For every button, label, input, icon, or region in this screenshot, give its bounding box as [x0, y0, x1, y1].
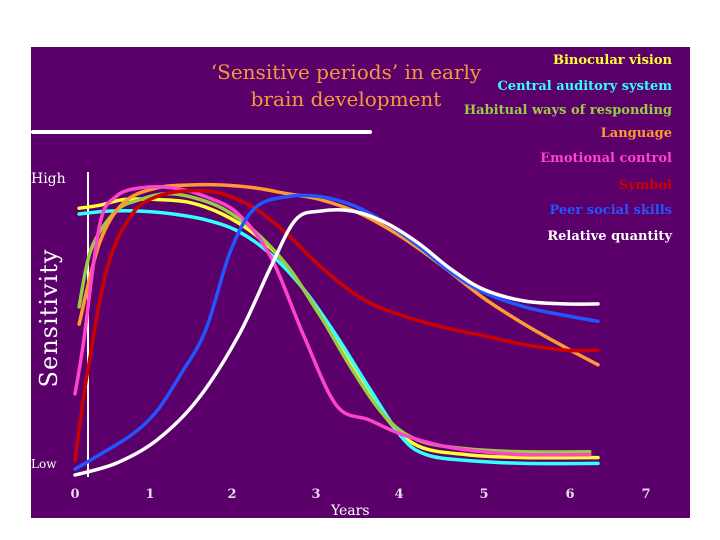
legend-symbol: Symbol	[618, 178, 672, 193]
legend-peer-social-skills: Peer social skills	[549, 203, 672, 218]
x-tick-7: 7	[641, 487, 651, 502]
y-low-label: Low	[31, 457, 57, 471]
title-underline	[31, 130, 372, 134]
y-high-label: High	[31, 171, 66, 187]
series-line-symbol	[73, 188, 600, 463]
series-line-central-auditory-system	[77, 208, 600, 466]
series-line-binocular-vision	[77, 197, 600, 460]
series-line-emotional-control	[73, 185, 592, 457]
legend-habitual-ways-of-responding: Habitual ways of responding	[463, 103, 672, 118]
legend-central-auditory-system: Central auditory system	[497, 79, 672, 94]
x-tick-2: 2	[227, 487, 237, 502]
series-layer	[73, 182, 600, 477]
chart-title-line-1: ‘Sensitive periods’ in early	[210, 60, 482, 84]
legend-language: Language	[600, 126, 672, 141]
x-axis-label: Years	[331, 503, 370, 519]
x-tick-5: 5	[479, 487, 489, 502]
legend-relative-quantity: Relative quantity	[547, 229, 672, 244]
series-line-relative-quantity	[73, 208, 600, 477]
series-line-peer-social-skills	[73, 193, 600, 471]
x-tick-3: 3	[311, 487, 321, 502]
legend-binocular-vision: Binocular vision	[552, 53, 672, 68]
x-tick-4: 4	[394, 487, 404, 502]
chart-title-line-2: brain development	[250, 87, 442, 111]
sensitivity-chart	[73, 172, 600, 477]
x-tick-6: 6	[565, 487, 575, 502]
legend-emotional-control: Emotional control	[540, 151, 672, 166]
x-tick-0: 0	[70, 487, 80, 502]
slide-panel: ‘Sensitive periods’ in early brain devel…	[31, 47, 690, 519]
x-tick-1: 1	[145, 487, 155, 502]
